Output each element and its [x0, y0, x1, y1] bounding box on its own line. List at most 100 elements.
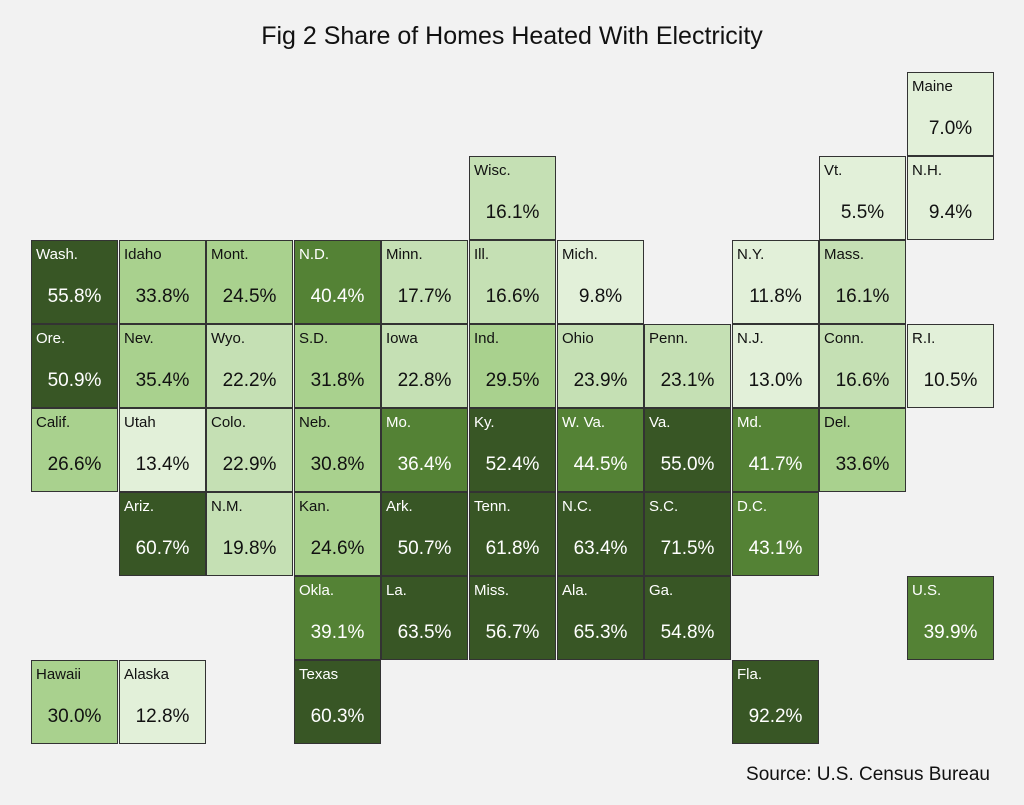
state-tile: Ind. 29.5% [469, 324, 556, 408]
state-value-label: 60.7% [135, 538, 190, 559]
state-tile: N.Y. 11.8% [732, 240, 819, 324]
state-tile: Minn. 17.7% [381, 240, 468, 324]
state-tile: Penn. 23.1% [644, 324, 731, 408]
state-tile: Kan. 24.6% [294, 492, 381, 576]
state-label: Del. [824, 414, 851, 431]
state-tile: Ill. 16.6% [469, 240, 556, 324]
state-value-label: 71.5% [660, 538, 715, 559]
state-label: S.D. [299, 330, 329, 347]
state-label: Md. [737, 414, 763, 431]
state-label: Fla. [737, 666, 763, 683]
state-label: Iowa [386, 330, 418, 347]
state-label: Colo. [211, 414, 247, 431]
state-tile: Fla. 92.2% [732, 660, 819, 744]
state-value-label: 10.5% [923, 370, 978, 391]
state-tile: Ohio 23.9% [557, 324, 644, 408]
state-value-label: 50.9% [47, 370, 102, 391]
state-tile: Idaho 33.8% [119, 240, 206, 324]
state-value-label: 41.7% [748, 454, 803, 475]
state-value-label: 33.6% [835, 454, 890, 475]
state-tile: Texas 60.3% [294, 660, 381, 744]
state-value-label: 19.8% [222, 538, 277, 559]
state-value-label: 12.8% [135, 706, 190, 727]
state-label: Penn. [649, 330, 689, 347]
state-label: N.M. [211, 498, 243, 515]
state-label: Ky. [474, 414, 495, 431]
state-value-label: 35.4% [135, 370, 190, 391]
state-label: Kan. [299, 498, 330, 515]
state-tile: La. 63.5% [381, 576, 468, 660]
state-label: Idaho [124, 246, 162, 263]
state-value-label: 5.5% [840, 202, 885, 223]
state-tile: Md. 41.7% [732, 408, 819, 492]
state-value-label: 11.8% [749, 286, 802, 307]
state-value-label: 22.8% [397, 370, 452, 391]
state-tile: N.H. 9.4% [907, 156, 994, 240]
state-value-label: 29.5% [485, 370, 540, 391]
state-value-label: 24.6% [310, 538, 365, 559]
state-label: Okla. [299, 582, 335, 599]
state-label: Alaska [124, 666, 170, 683]
state-value-label: 23.9% [573, 370, 628, 391]
state-label: N.Y. [737, 246, 765, 263]
state-tile: Utah 13.4% [119, 408, 206, 492]
state-label: Va. [649, 414, 671, 431]
state-label: Wisc. [474, 162, 511, 179]
state-tile: Mich. 9.8% [557, 240, 644, 324]
state-value-label: 22.9% [222, 454, 277, 475]
state-label: Nev. [124, 330, 154, 347]
state-label: N.D. [299, 246, 329, 263]
state-label: R.I. [912, 330, 936, 347]
state-value-label: 9.4% [928, 202, 973, 223]
chart-title: Fig 2 Share of Homes Heated With Electri… [261, 22, 763, 50]
state-label: Mont. [211, 246, 249, 263]
state-value-label: 65.3% [573, 622, 628, 643]
state-tile: Calif. 26.6% [31, 408, 118, 492]
state-label: Utah [124, 414, 156, 431]
state-label: Ga. [649, 582, 674, 599]
state-label: Ala. [562, 582, 588, 599]
state-label: N.C. [562, 498, 592, 515]
state-value-label: 16.6% [485, 286, 540, 307]
state-label: Ohio [562, 330, 594, 347]
state-tile: Ky. 52.4% [469, 408, 556, 492]
state-label: N.H. [912, 162, 942, 179]
state-label: Texas [299, 666, 339, 683]
state-value-label: 40.4% [310, 286, 365, 307]
source-note: Source: U.S. Census Bureau [746, 764, 990, 785]
state-label: Vt. [824, 162, 843, 179]
state-value-label: 39.1% [310, 622, 365, 643]
state-value-label: 31.8% [310, 370, 365, 391]
state-label: Wash. [36, 246, 78, 263]
state-value-label: 22.2% [222, 370, 277, 391]
state-value-label: 30.8% [310, 454, 365, 475]
state-tile: S.D. 31.8% [294, 324, 381, 408]
state-label: Wyo. [211, 330, 246, 347]
state-tile: Hawaii 30.0% [31, 660, 118, 744]
state-tile: Miss. 56.7% [469, 576, 556, 660]
state-value-label: 36.4% [397, 454, 452, 475]
state-value-label: 44.5% [573, 454, 628, 475]
state-tile: W. Va. 44.5% [557, 408, 644, 492]
state-tile: Colo. 22.9% [206, 408, 293, 492]
state-tile: Okla. 39.1% [294, 576, 381, 660]
state-value-label: 55.8% [47, 286, 102, 307]
state-label: Ore. [36, 330, 66, 347]
state-label: Mo. [386, 414, 412, 431]
state-tile: N.C. 63.4% [557, 492, 644, 576]
state-tile: Wisc. 16.1% [469, 156, 556, 240]
state-label: Mass. [824, 246, 865, 263]
state-label: S.C. [649, 498, 679, 515]
state-label: Maine [912, 78, 953, 95]
state-tile: Wyo. 22.2% [206, 324, 293, 408]
state-tile: N.M. 19.8% [206, 492, 293, 576]
state-value-label: 9.8% [578, 286, 623, 307]
state-value-label: 92.2% [748, 706, 803, 727]
state-tile: Va. 55.0% [644, 408, 731, 492]
state-label: Calif. [36, 414, 71, 431]
state-value-label: 33.8% [135, 286, 190, 307]
state-value-label: 26.6% [47, 454, 102, 475]
state-tile: Neb. 30.8% [294, 408, 381, 492]
state-tile: Vt. 5.5% [819, 156, 906, 240]
state-label: Ill. [474, 246, 489, 263]
